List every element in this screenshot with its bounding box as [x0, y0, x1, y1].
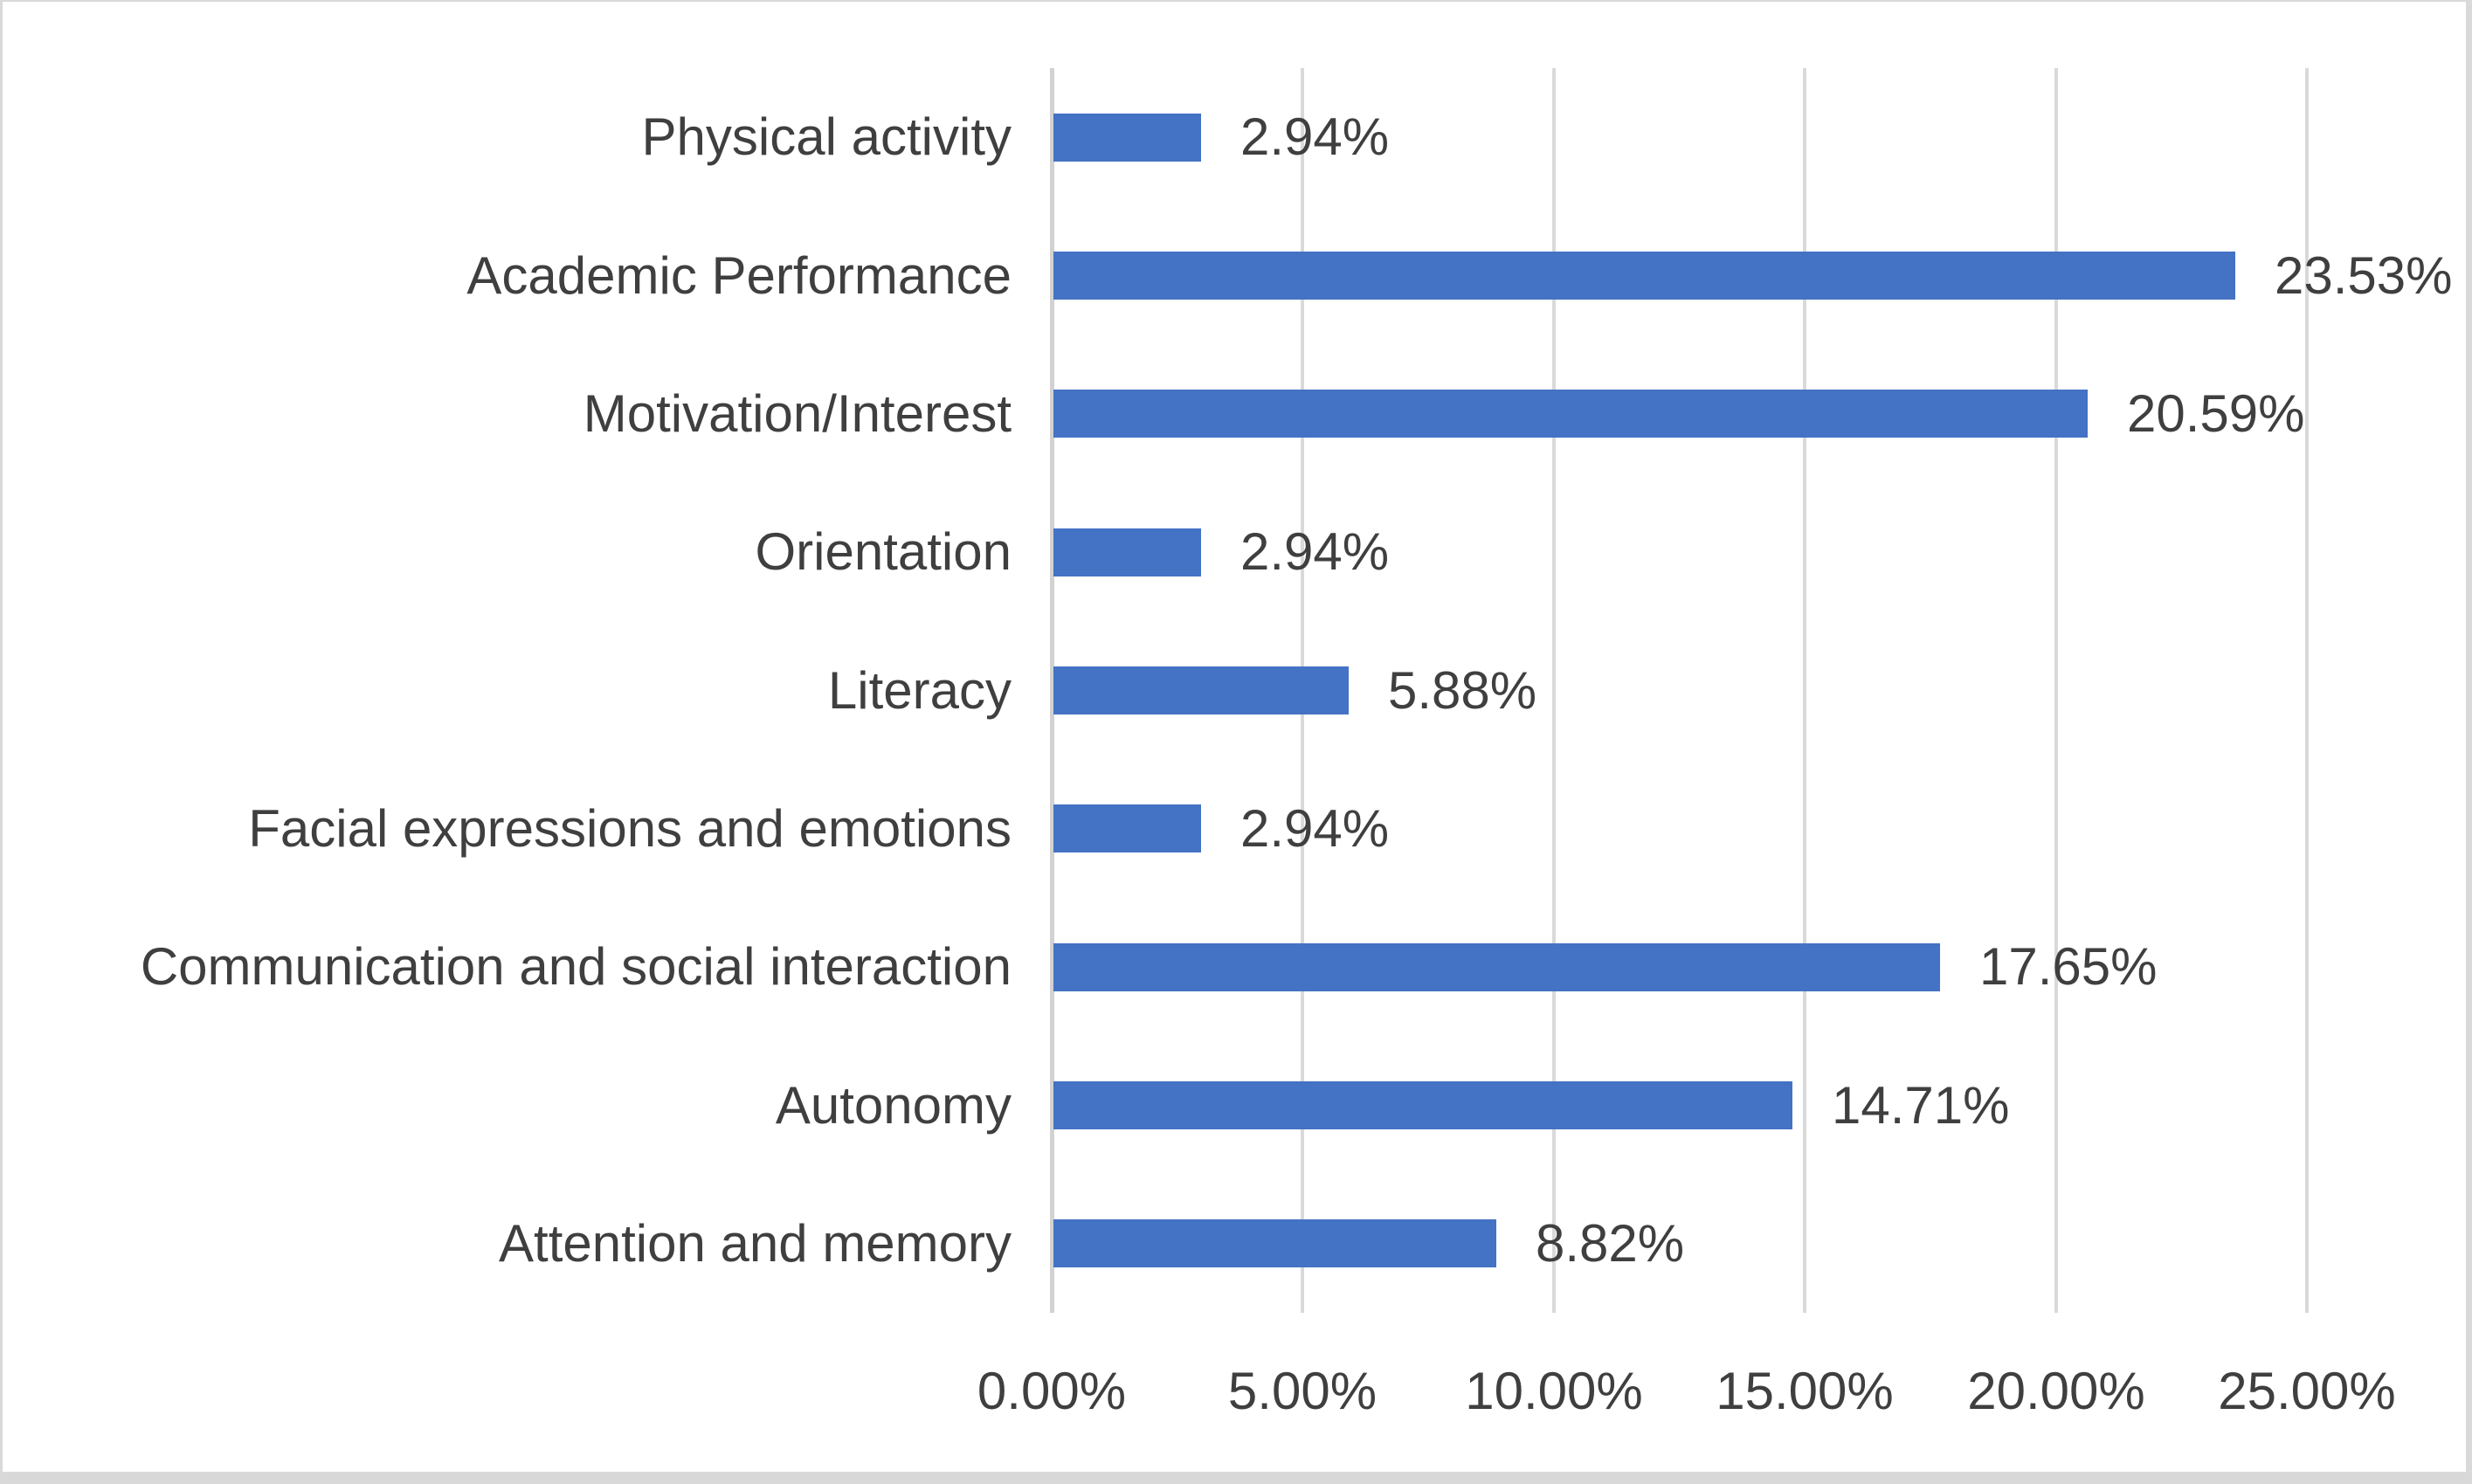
value-label: 2.94% [1240, 107, 1390, 166]
gridline [1552, 68, 1556, 1313]
value-axis-line [1050, 68, 1054, 1313]
bar [1053, 666, 1349, 714]
value-label: 2.94% [1240, 522, 1390, 581]
x-tick-label: 5.00% [1227, 1362, 1378, 1420]
category-label: Physical activity [641, 107, 1012, 166]
bar [1053, 390, 2088, 438]
category-label: Academic Performance [466, 246, 1012, 305]
bar [1053, 252, 2235, 300]
value-label: 5.88% [1388, 661, 1537, 720]
category-label: Facial expressions and emotions [248, 799, 1012, 858]
bar [1053, 114, 1201, 162]
gridline [2054, 68, 2058, 1313]
bar [1053, 528, 1201, 576]
category-label: Orientation [755, 522, 1012, 581]
chart-border-bottom [0, 1472, 2472, 1484]
x-tick-label: 20.00% [1967, 1362, 2145, 1420]
category-label: Communication and social interaction [140, 937, 1012, 996]
category-label: Autonomy [775, 1076, 1012, 1135]
category-label: Literacy [827, 661, 1012, 720]
bar [1053, 1219, 1496, 1267]
chart-border-top [0, 0, 2472, 2]
bar [1053, 804, 1201, 852]
value-label: 8.82% [1536, 1214, 1685, 1273]
value-label: 14.71% [1832, 1076, 2010, 1135]
value-label: 17.65% [1979, 937, 2158, 996]
chart-border-right [2466, 0, 2472, 1484]
bar [1053, 1081, 1792, 1129]
x-tick-label: 10.00% [1465, 1362, 1643, 1420]
category-label: Attention and memory [499, 1214, 1012, 1273]
value-label: 20.59% [2127, 384, 2305, 443]
value-label: 2.94% [1240, 799, 1390, 858]
bar [1053, 943, 1940, 991]
category-label: Motivation/Interest [583, 384, 1012, 443]
value-label: 23.53% [2275, 246, 2453, 305]
gridline [1803, 68, 1806, 1313]
gridline [2305, 68, 2309, 1313]
x-tick-label: 25.00% [2218, 1362, 2396, 1420]
x-tick-label: 15.00% [1716, 1362, 1894, 1420]
chart-border-left [0, 0, 3, 1484]
x-tick-label: 0.00% [977, 1362, 1127, 1420]
